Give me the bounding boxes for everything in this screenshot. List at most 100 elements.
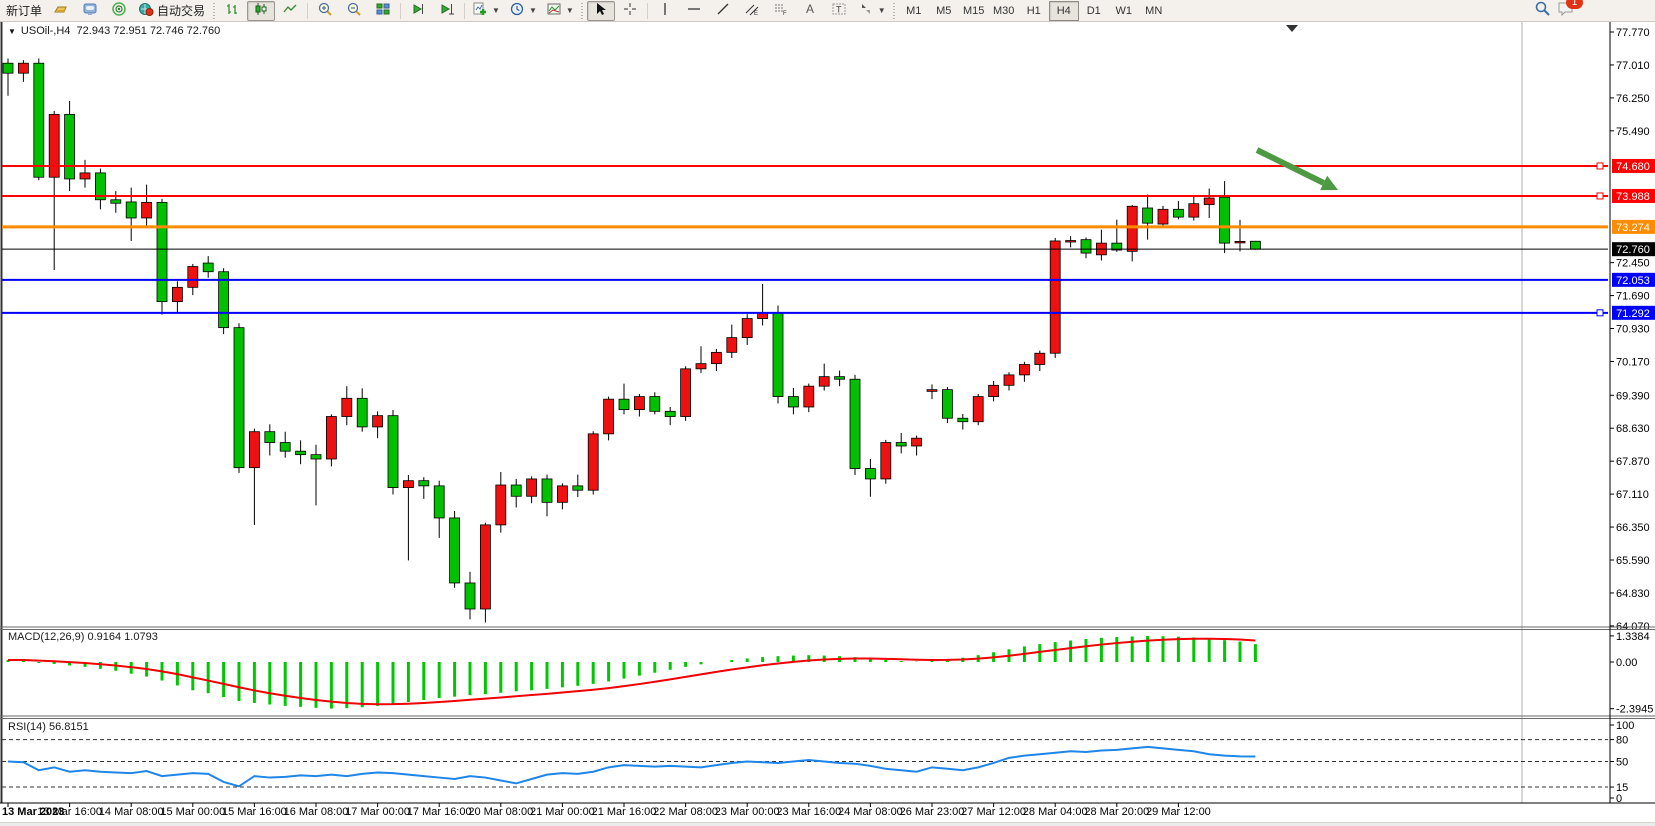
channel-icon: E	[744, 1, 760, 20]
chart-shift-button[interactable]	[433, 1, 461, 21]
indicators-icon	[472, 1, 488, 20]
candle-body	[33, 62, 45, 178]
periods-button[interactable]: ▼	[505, 1, 541, 21]
trendline-icon	[715, 1, 731, 20]
candle-body	[1019, 364, 1030, 376]
arrow-annotation-head[interactable]	[1320, 175, 1338, 191]
price-axis-label: 67.870	[1616, 456, 1650, 468]
timeframe-button-W1[interactable]: W1	[1115, 4, 1132, 17]
terminal-button[interactable]	[76, 1, 104, 21]
new-order-button[interactable]: 新订单	[2, 1, 46, 21]
auto-scroll-button[interactable]	[404, 1, 432, 21]
candle-body	[402, 480, 414, 489]
auto-trading-button[interactable]: 自动交易	[134, 1, 209, 21]
toolbar-grip	[212, 2, 216, 19]
templates-button[interactable]: ▼	[542, 1, 578, 21]
rsi-axis-label: 15	[1616, 782, 1628, 794]
candle-body	[218, 271, 230, 329]
line-drag-handle[interactable]	[1596, 162, 1604, 170]
templates-icon	[546, 1, 562, 20]
timeframe-button-MN[interactable]: MN	[1145, 4, 1163, 17]
timeframe-button-M15[interactable]: M15	[963, 4, 985, 17]
date-axis-label: 29 Mar 12:00	[1146, 806, 1211, 818]
line-chart-icon	[282, 1, 298, 20]
vertical-line-button[interactable]	[651, 1, 679, 21]
new-order-label: 新订单	[6, 4, 43, 18]
chart-shift-marker[interactable]	[1286, 25, 1298, 32]
text-label-button[interactable]: T	[825, 1, 853, 21]
candle-body	[926, 389, 938, 392]
price-axis-label: 65.590	[1616, 555, 1650, 567]
candle-body	[48, 113, 60, 178]
symbol-ohlc-text: USOil-,H4 72.943 72.951 72.746 72.760	[20, 25, 221, 37]
macd-axis-label: 1.3384	[1616, 631, 1650, 643]
price-line-badge-label: 72.053	[1616, 275, 1650, 287]
price-axis-label: 77.010	[1616, 60, 1650, 72]
tile-windows-button[interactable]	[369, 1, 397, 21]
chevron-down-icon: ▼	[877, 6, 886, 15]
cursor-button[interactable]	[586, 0, 615, 21]
signals-button[interactable]	[105, 1, 133, 21]
candle-body	[17, 62, 29, 74]
fibonacci-button[interactable]: F	[767, 1, 795, 21]
shapes-icon	[858, 1, 874, 20]
text-button[interactable]: A	[796, 1, 824, 21]
timeframe-button-H1[interactable]: H1	[1026, 4, 1041, 17]
candle-body	[788, 396, 799, 408]
rsi-axis-label: 80	[1616, 735, 1628, 747]
candle-body	[325, 416, 337, 460]
chat-icon[interactable]: 1	[1557, 0, 1583, 22]
line-drag-handle[interactable]	[1596, 309, 1604, 317]
svg-text:F: F	[783, 11, 787, 17]
price-line-badge-label: 74.680	[1616, 161, 1650, 173]
candle-body	[341, 397, 353, 417]
candle-body	[295, 450, 307, 456]
indicators-button[interactable]: ▼	[468, 1, 504, 21]
svg-text:T: T	[836, 5, 842, 15]
candle-body	[942, 389, 953, 419]
candlestick-chart-button[interactable]	[247, 0, 276, 21]
zoom-out-button[interactable]	[340, 1, 368, 21]
line-chart-button[interactable]	[276, 1, 304, 21]
chevron-down-icon: ▼	[528, 6, 537, 15]
trendline-button[interactable]	[709, 1, 737, 21]
candle-body	[479, 524, 491, 610]
vertical-line-icon	[657, 1, 673, 20]
deposit-button[interactable]	[47, 1, 75, 21]
price-axis-label: 64.830	[1616, 588, 1650, 600]
price-line-badge	[1612, 272, 1655, 287]
toolbar-separator	[400, 2, 402, 19]
timeframe-button-M1[interactable]: M1	[906, 4, 922, 17]
crosshair-button[interactable]	[616, 1, 644, 21]
date-axis-label: 15 Mar 16:00	[222, 806, 287, 818]
autotrade-icon	[138, 1, 154, 20]
channel-button[interactable]: E	[738, 1, 766, 21]
macd-signal-line	[7, 637, 1256, 706]
shapes-button[interactable]: ▼	[854, 1, 890, 21]
candle-body	[634, 396, 645, 410]
timeframe-button-M5[interactable]: M5	[936, 4, 952, 17]
price-axis-label: 70.930	[1616, 324, 1650, 336]
rsi-line	[7, 745, 1256, 788]
line-drag-handle[interactable]	[1596, 192, 1604, 200]
candle-body	[1065, 240, 1076, 243]
timeframe-button-H4[interactable]: H4	[1048, 0, 1079, 21]
timeframe-button-M30[interactable]: M30	[993, 4, 1015, 17]
horizontal-line-button[interactable]	[680, 1, 708, 21]
bar-chart-button[interactable]	[218, 1, 246, 21]
candle-body	[541, 478, 553, 503]
zoom-in-button[interactable]	[311, 1, 339, 21]
periods-clock-icon	[509, 1, 525, 20]
price-axis-label: 69.390	[1616, 390, 1650, 402]
candle-body	[418, 480, 430, 487]
arrow-annotation-shaft[interactable]	[1255, 147, 1325, 186]
search-icon[interactable]	[1534, 0, 1551, 22]
timeframe-button-D1[interactable]: D1	[1086, 4, 1101, 17]
candle-body	[233, 327, 245, 469]
candle-body	[264, 431, 276, 443]
symbol-dropdown-icon[interactable]: ▼	[8, 26, 16, 36]
candle-body	[1034, 352, 1046, 365]
date-axis-label: 20 Mar 08:00	[468, 806, 533, 818]
candle-body	[849, 378, 861, 469]
symbol-header[interactable]: ▼ USOil-,H4 72.943 72.951 72.746 72.760	[8, 25, 220, 37]
